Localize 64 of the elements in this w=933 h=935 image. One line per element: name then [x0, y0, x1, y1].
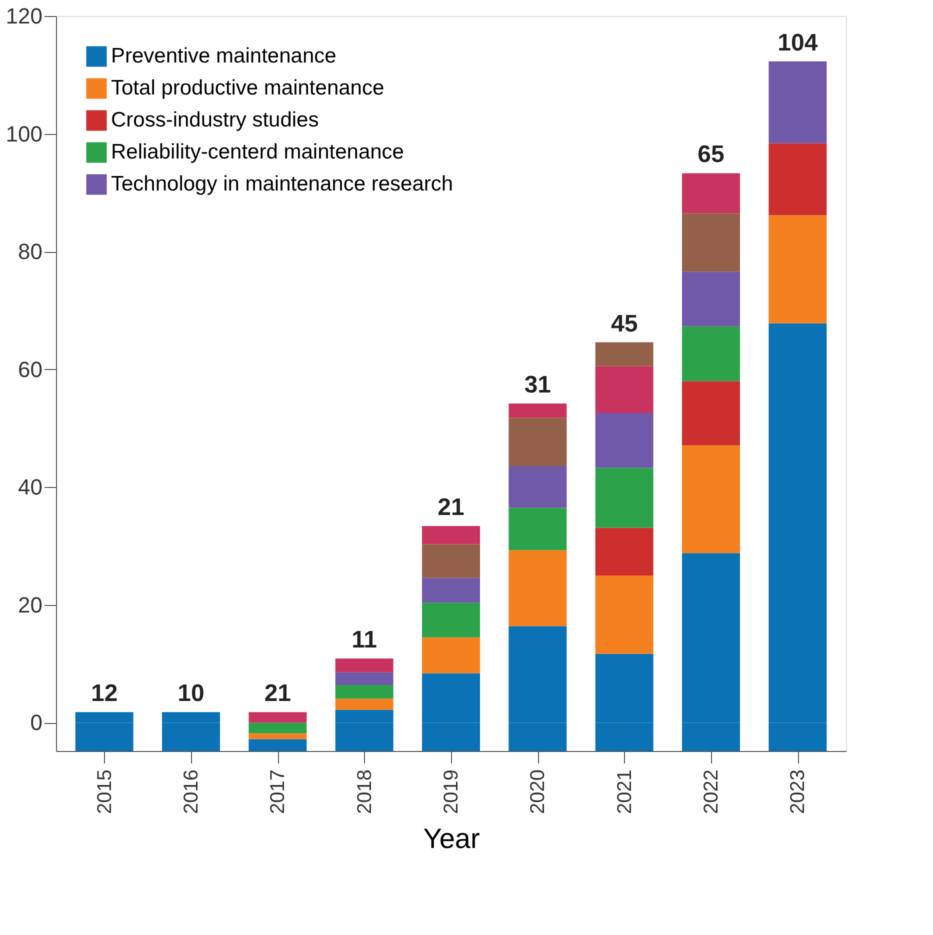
annotation: 45: [610, 310, 638, 338]
bar: [335, 672, 394, 686]
annotation: 11: [352, 626, 378, 654]
bar: [508, 466, 567, 508]
annotation: 21: [438, 494, 464, 522]
x-tick-label: 2015: [94, 770, 116, 814]
y-tick-label: 0: [30, 710, 42, 736]
bar: [422, 637, 480, 674]
bar: [682, 272, 740, 326]
bar: [248, 733, 307, 740]
bar: [335, 685, 394, 699]
bar: [248, 739, 307, 751]
bar: [335, 698, 394, 710]
bar: [682, 326, 740, 382]
bar: [682, 381, 740, 446]
x-tick-label: 2020: [527, 770, 550, 814]
bar: [595, 366, 654, 413]
y-tick-label: 40: [18, 474, 42, 500]
bar: [768, 215, 827, 324]
annotation: 10: [178, 680, 204, 708]
x-tick-label: 2021: [614, 770, 636, 814]
bar: [682, 445, 740, 554]
bar: [335, 658, 394, 672]
annotation: 65: [698, 141, 724, 168]
bar: [595, 412, 654, 468]
x-tick-label: 2023: [787, 770, 810, 814]
bar: [682, 213, 740, 272]
y-tick-label: 60: [18, 356, 42, 382]
x-tick-label: 2022: [700, 770, 722, 814]
y-tick-label: 20: [18, 592, 42, 618]
bar: [595, 342, 654, 366]
bar: [508, 508, 567, 550]
bar: [595, 468, 654, 528]
bar: [422, 526, 480, 544]
x-tick-label: 2018: [354, 770, 376, 814]
bar: [682, 173, 740, 214]
legend-label: Preventive maintenance: [111, 44, 336, 68]
y-tick-label: 80: [18, 239, 42, 264]
legend-label: Cross-industry studies: [111, 108, 319, 132]
bar: [422, 578, 480, 603]
legend-label: Technology in maintenance research: [111, 172, 454, 196]
bar: [248, 722, 307, 734]
annotation: 21: [264, 680, 292, 708]
y-tick-label: 120: [6, 4, 42, 28]
bar: [595, 575, 654, 654]
x-tick-label: 2019: [440, 770, 462, 814]
x-tick-label: 2016: [180, 770, 202, 814]
x-axis-title: Year: [423, 822, 480, 854]
bar: [422, 602, 480, 638]
legend-label: Reliability-centerd maintenance: [111, 140, 404, 164]
x-tick-label: 2017: [267, 770, 290, 814]
bar: [248, 712, 307, 723]
annotation: 31: [524, 372, 552, 399]
bar: [508, 550, 567, 626]
legend-label: Total productive maintenance: [111, 76, 384, 100]
annotation: 12: [90, 680, 118, 708]
bar: [768, 61, 827, 144]
bar: [508, 404, 567, 418]
bar: [768, 143, 827, 216]
bar: [422, 544, 480, 578]
annotation: 104: [778, 29, 818, 56]
bar: [595, 528, 654, 576]
y-tick-label: 100: [6, 121, 42, 146]
bar: [508, 418, 567, 466]
